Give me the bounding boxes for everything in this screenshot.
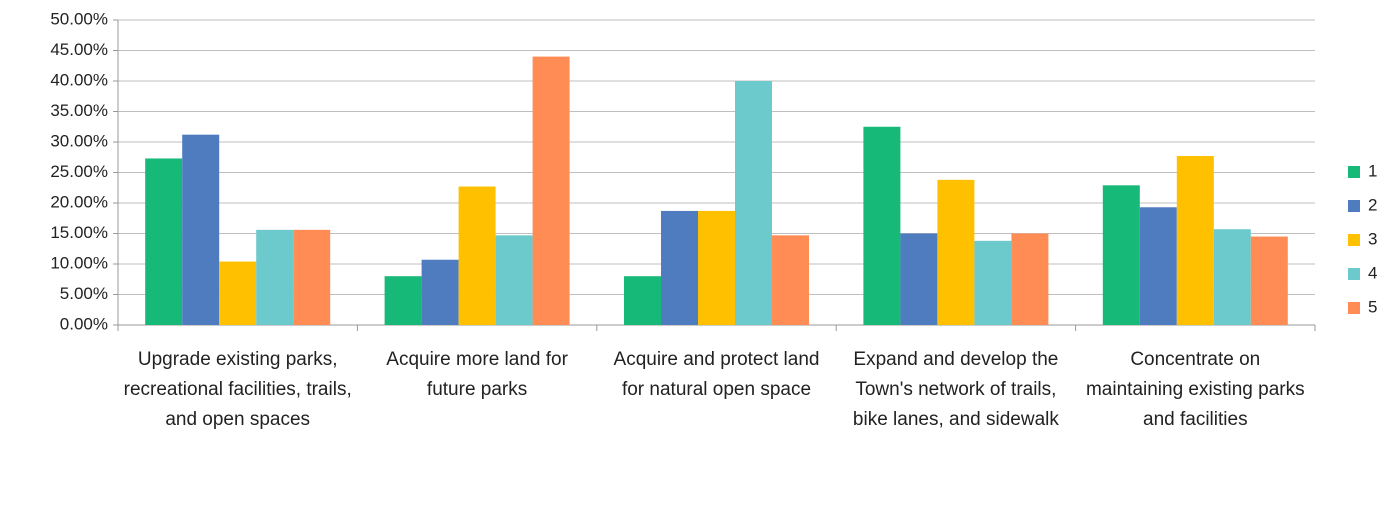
legend-label: 5 [1368,297,1377,316]
legend-label: 4 [1368,263,1377,282]
y-tick-label: 20.00% [50,192,108,211]
bar [1213,229,1251,325]
bar [900,233,938,325]
bar [421,259,459,325]
bar [863,126,901,325]
legend-label: 2 [1368,195,1377,214]
x-tick-label: Acquire more land for future parks [386,349,568,400]
bar [458,186,496,325]
y-tick-label: 15.00% [50,223,108,242]
bar [698,210,735,325]
bar [495,235,533,325]
bar [182,134,220,325]
legend-swatch [1348,234,1360,246]
legend-label: 1 [1368,161,1377,180]
x-tick-label: Upgrade existing parks, recreational fac… [123,349,352,430]
bar [145,158,183,325]
y-tick-label: 25.00% [50,162,108,181]
x-tick-label: Expand and develop the Town's network of… [852,349,1059,430]
y-tick-label: 35.00% [50,101,108,120]
legend-label: 3 [1368,229,1377,248]
bar [974,240,1012,325]
bar [1139,207,1177,325]
bar [532,56,570,325]
x-tick-label: Acquire and protect land for natural ope… [613,349,820,400]
y-tick-label: 50.00% [50,9,108,28]
legend-swatch [1348,166,1360,178]
bar [1176,156,1214,325]
x-tick-label: Concentrate on maintaining existing park… [1085,349,1305,430]
bar [219,261,257,325]
legend-swatch [1348,200,1360,212]
y-tick-label: 30.00% [50,131,108,150]
bar [1250,236,1288,325]
y-tick-label: 40.00% [50,70,108,89]
bar [735,81,772,325]
legend-swatch [1348,302,1360,314]
bar [937,179,975,325]
y-tick-label: 0.00% [60,314,108,333]
bar [1011,233,1049,325]
bar [624,276,661,325]
bar [1102,185,1140,325]
legend-swatch [1348,268,1360,280]
bar [293,229,331,325]
bar [661,210,698,325]
bar [772,235,809,325]
bar [256,229,294,325]
y-tick-label: 5.00% [60,284,108,303]
bar [384,276,422,325]
y-tick-label: 45.00% [50,40,108,59]
y-tick-label: 10.00% [50,253,108,272]
